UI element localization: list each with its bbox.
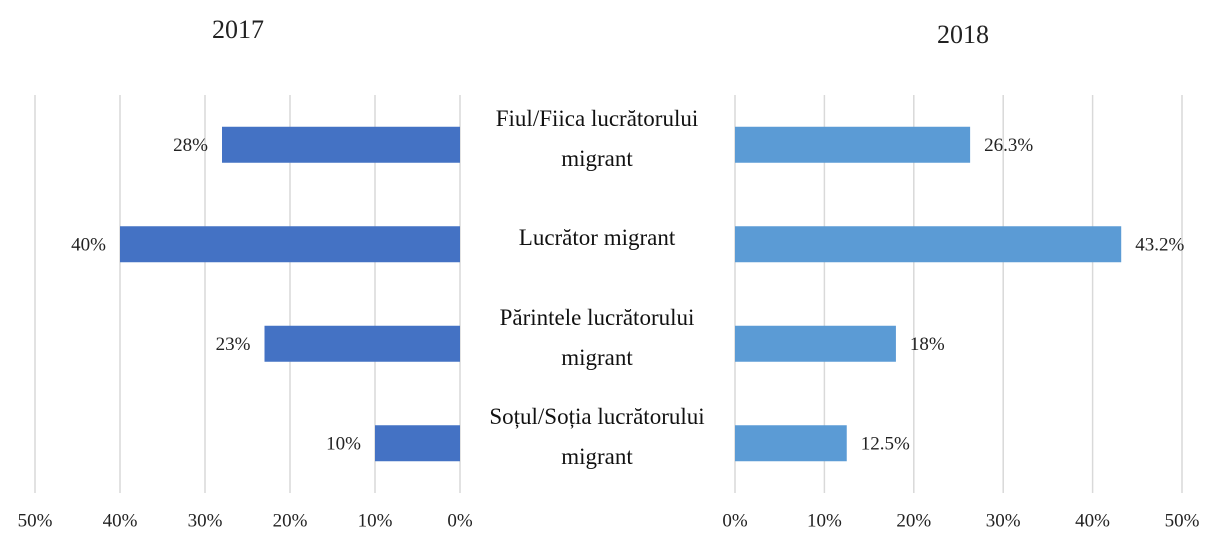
bar (264, 325, 460, 362)
x-tick-label: 10% (358, 510, 393, 531)
x-tick-label: 40% (103, 510, 138, 531)
bar (735, 226, 1122, 263)
bar (120, 226, 460, 263)
category-label: Fiul/Fiica lucrătorului migrant (495, 105, 699, 171)
data-label: 18% (910, 334, 945, 355)
bar (735, 325, 896, 362)
chart-title: 2018 (937, 20, 989, 49)
category-label: Soțul/Soția lucrătorului migrant (489, 404, 705, 470)
category-label: Părintele lucrătorului migrant (499, 304, 695, 370)
bar (222, 126, 460, 163)
data-label: 23% (216, 334, 251, 355)
x-tick-label: 40% (1075, 510, 1110, 531)
x-tick-label: 10% (807, 510, 842, 531)
chart-title: 2017 (212, 15, 264, 44)
x-tick-label: 0% (447, 510, 473, 531)
bar (375, 425, 460, 462)
x-tick-label: 50% (18, 510, 53, 531)
data-label: 10% (326, 434, 361, 455)
data-label: 12.5% (861, 434, 910, 455)
x-tick-label: 0% (722, 510, 748, 531)
category-label: Lucrător migrant (518, 225, 676, 251)
data-label: 28% (173, 135, 208, 156)
bar (735, 126, 971, 163)
bar (735, 425, 847, 462)
data-label: 40% (71, 235, 106, 256)
data-label: 43.2% (1135, 235, 1184, 256)
x-tick-label: 20% (896, 510, 931, 531)
x-tick-label: 20% (273, 510, 308, 531)
x-tick-label: 30% (986, 510, 1021, 531)
data-label: 26.3% (984, 135, 1033, 156)
x-tick-label: 30% (188, 510, 223, 531)
x-tick-label: 50% (1165, 510, 1200, 531)
